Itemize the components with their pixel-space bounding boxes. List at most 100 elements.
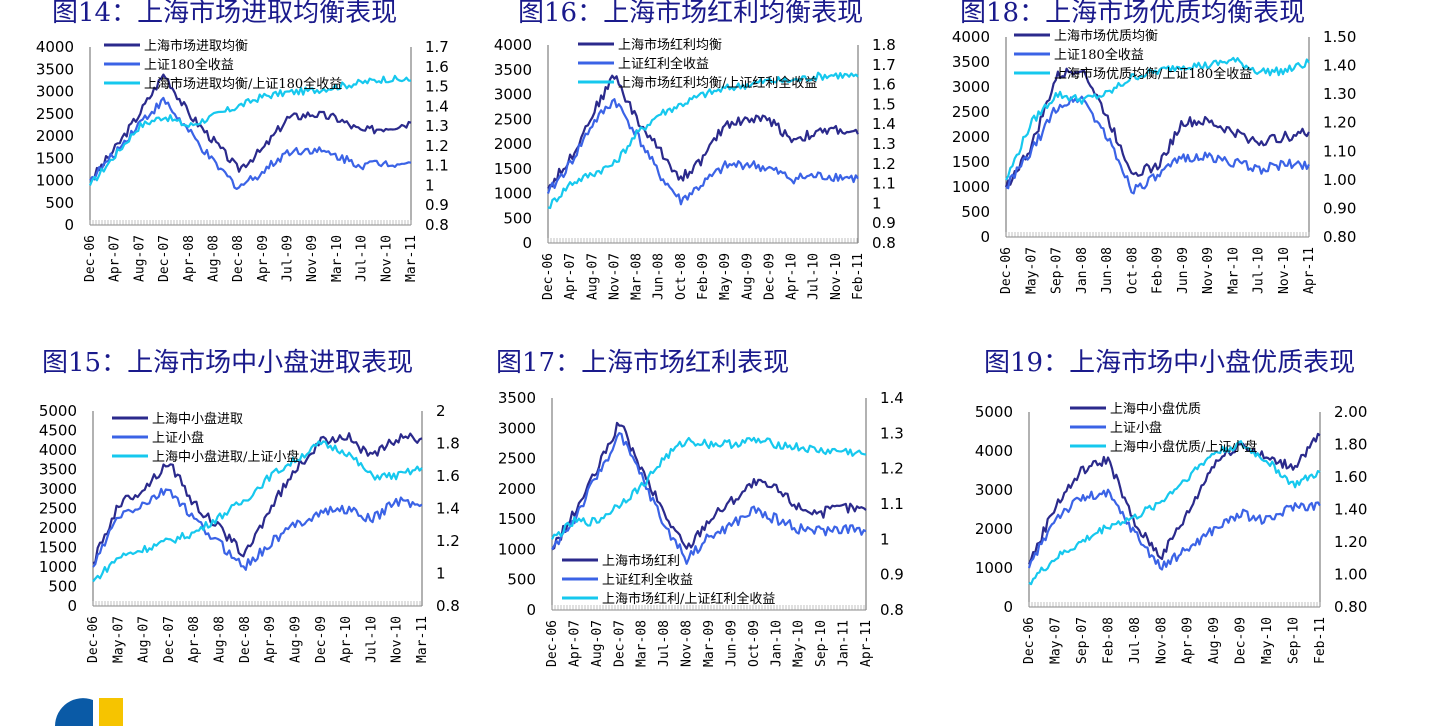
y-left-tick-label: 1000 bbox=[498, 540, 536, 558]
x-tick-label: Apr-07 bbox=[567, 620, 582, 667]
y-left-tick-label: 3500 bbox=[952, 53, 990, 71]
x-tick-label: Dec-08 bbox=[231, 235, 246, 282]
x-tick-label: Jul-10 bbox=[355, 235, 370, 282]
y-right-tick-label: 1.4 bbox=[425, 97, 449, 115]
x-tick-label: Oct-08 bbox=[1125, 247, 1140, 294]
y-left-tick-label: 500 bbox=[48, 578, 77, 596]
series-line-0 bbox=[1027, 432, 1321, 565]
legend-label: 上海市场进取均衡 bbox=[144, 38, 248, 54]
y-right-tick-label: 1.10 bbox=[1323, 142, 1356, 160]
x-tick-label: May-07 bbox=[1024, 247, 1039, 294]
x-tick-label: Sep-07 bbox=[1075, 617, 1090, 664]
legend-label: 上证红利全收益 bbox=[602, 572, 693, 588]
y-right-tick-label: 1.7 bbox=[425, 38, 449, 56]
legend-label: 上证180全收益 bbox=[1054, 47, 1144, 63]
y-left-tick-label: 2500 bbox=[39, 500, 77, 518]
x-tick-label: Nov-09 bbox=[1201, 247, 1216, 294]
y-left-tick-label: 4000 bbox=[36, 38, 74, 56]
series-line-1 bbox=[1005, 95, 1310, 195]
y-left-tick-label: 0 bbox=[1003, 598, 1013, 616]
y-left-tick-label: 3500 bbox=[498, 389, 536, 407]
legend-label: 上海市场优质均衡 bbox=[1054, 28, 1158, 44]
chart-title-14: 图14：上海市场进取均衡表现 bbox=[52, 0, 398, 28]
y-right-tick-label: 1.7 bbox=[872, 56, 896, 74]
x-tick-label: Mar-08 bbox=[635, 620, 650, 667]
x-tick-label: Oct-09 bbox=[747, 620, 762, 667]
x-tick-label: Jun-09 bbox=[1176, 247, 1191, 294]
x-tick-label: Apr-11 bbox=[859, 620, 874, 667]
legend-label: 上证180全收益 bbox=[144, 57, 234, 73]
x-tick-label: Dec-06 bbox=[86, 616, 101, 663]
series-line-0 bbox=[551, 421, 867, 551]
series-line-1 bbox=[546, 98, 859, 206]
legend-label: 上海市场优质均衡/上证180全收益 bbox=[1054, 66, 1252, 82]
y-left-tick-label: 3500 bbox=[36, 60, 74, 78]
x-tick-label: Dec-07 bbox=[162, 616, 177, 663]
x-tick-label: Jul-08 bbox=[1128, 617, 1143, 664]
legend-label: 上证红利全收益 bbox=[618, 56, 709, 72]
y-right-tick-label: 1.6 bbox=[872, 76, 896, 94]
x-tick-label: Nov-10 bbox=[390, 616, 405, 663]
x-tick-label: Aug-08 bbox=[213, 616, 228, 663]
x-tick-label: Dec-09 bbox=[762, 253, 777, 300]
y-left-tick-label: 0 bbox=[980, 228, 990, 246]
y-right-tick-label: 1.2 bbox=[436, 532, 460, 550]
legend-label: 上海中小盘进取/上证小盘 bbox=[152, 449, 299, 465]
legend-label: 上海中小盘优质/上证小盘 bbox=[1110, 439, 1257, 455]
y-right-tick-label: 0.9 bbox=[880, 566, 904, 584]
x-tick-label: Apr-09 bbox=[1181, 617, 1196, 664]
chart-5: 0 1000 2000 3000 4000 5000 0.80 1.00 1.20 1.40 1.6… bbox=[975, 401, 1368, 664]
y-left-tick-label: 2500 bbox=[36, 105, 74, 123]
legend-label: 上海市场红利/上证红利全收益 bbox=[602, 591, 775, 607]
y-left-tick-label: 0 bbox=[67, 597, 77, 615]
y-left-tick-label: 1500 bbox=[36, 149, 74, 167]
y-right-tick-label: 1.1 bbox=[425, 157, 449, 175]
x-tick-label: Dec-07 bbox=[157, 235, 172, 282]
chart-title-16: 图16：上海市场红利均衡表现 bbox=[518, 0, 864, 28]
y-left-tick-label: 500 bbox=[961, 203, 990, 221]
series-line-0 bbox=[89, 73, 412, 182]
y-right-tick-label: 1 bbox=[436, 565, 446, 583]
x-tick-label: Feb-09 bbox=[1151, 247, 1166, 294]
x-tick-label: Jan-11 bbox=[837, 620, 852, 667]
y-left-tick-label: 1000 bbox=[36, 172, 74, 190]
chart-1: 050010001500200025003000350040000.80.911… bbox=[494, 36, 896, 300]
y-left-tick-label: 3000 bbox=[952, 78, 990, 96]
y-left-tick-label: 1500 bbox=[952, 153, 990, 171]
y-right-tick-label: 2 bbox=[436, 402, 446, 420]
x-tick-label: Jul-08 bbox=[657, 620, 672, 667]
x-tick-label: Dec-06 bbox=[541, 253, 556, 300]
series-line-2 bbox=[551, 436, 867, 540]
y-left-tick-label: 2500 bbox=[952, 103, 990, 121]
y-right-tick-label: 1.4 bbox=[872, 115, 896, 133]
x-tick-label: Sep-10 bbox=[814, 620, 829, 667]
series-line-2 bbox=[1028, 440, 1321, 586]
y-right-tick-label: 0.8 bbox=[436, 597, 460, 615]
x-tick-label: Oct-08 bbox=[674, 253, 689, 300]
y-right-tick-label: 1.30 bbox=[1323, 85, 1356, 103]
x-tick-label: May-09 bbox=[718, 253, 733, 300]
y-right-tick-label: 1.5 bbox=[425, 78, 449, 96]
y-left-tick-label: 4000 bbox=[975, 442, 1013, 460]
x-tick-label: Jan-08 bbox=[1075, 247, 1090, 294]
y-left-tick-label: 0 bbox=[526, 601, 536, 619]
chart-0: 050010001500200025003000350040000.80.911… bbox=[36, 38, 449, 282]
x-tick-label: Apr-07 bbox=[108, 235, 123, 282]
x-tick-label: Dec-08 bbox=[238, 616, 253, 663]
x-tick-label: Mar-10 bbox=[330, 235, 345, 282]
legend-label: 上证小盘 bbox=[152, 430, 204, 446]
x-tick-label: Feb-08 bbox=[1101, 617, 1116, 664]
x-tick-label: Apr-07 bbox=[563, 253, 578, 300]
y-right-tick-label: 1.4 bbox=[436, 500, 460, 518]
y-right-tick-label: 0.8 bbox=[872, 234, 896, 252]
x-tick-label: Jul-09 bbox=[281, 235, 296, 282]
chart-4: 0 500 1000 1500 2000 2500 3000 3500 0.8 0.9 1 1.1 1.… bbox=[498, 389, 904, 667]
x-tick-label: Jan-10 bbox=[769, 620, 784, 667]
chart-title-15: 图15：上海市场中小盘进取表现 bbox=[42, 348, 414, 378]
x-tick-label: Apr-11 bbox=[1302, 247, 1317, 294]
y-left-tick-label: 1000 bbox=[494, 185, 532, 203]
y-right-tick-label: 1.2 bbox=[880, 460, 904, 478]
y-left-tick-label: 1500 bbox=[39, 539, 77, 557]
series-line-1 bbox=[1027, 488, 1321, 571]
